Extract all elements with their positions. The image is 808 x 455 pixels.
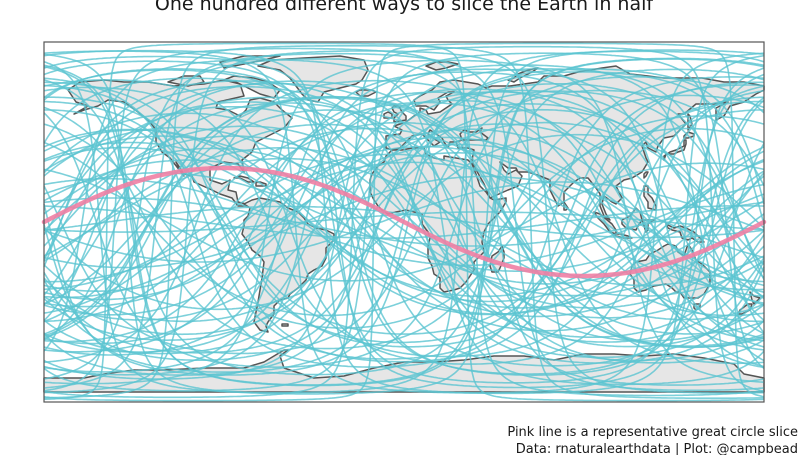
great-circle-line <box>43 94 765 350</box>
great-circle-line <box>43 68 765 376</box>
caption-credits: Data: rnaturalearthdata | Plot: @campbea… <box>515 442 798 455</box>
great-circle-line <box>43 91 765 353</box>
great-circle-line <box>43 89 765 355</box>
map-frame <box>43 41 765 403</box>
great-circle-line <box>43 101 765 343</box>
great-circle-line <box>43 45 765 399</box>
great-circle-line <box>43 133 765 311</box>
great-circle-line <box>43 123 765 321</box>
plot-title: One hundred different ways to slice the … <box>154 0 654 15</box>
great-circle-line <box>43 49 765 395</box>
great-circle-line <box>43 112 765 332</box>
great-circle-line <box>43 76 765 368</box>
great-circle-line <box>43 128 765 316</box>
great-circle-line <box>43 157 765 287</box>
highlight-circle-layer <box>41 165 767 279</box>
great-circle-line <box>43 146 765 298</box>
great-circle-line <box>43 50 765 394</box>
land-taiwan <box>643 171 649 179</box>
great-circle-line <box>43 121 764 323</box>
great-circle-line <box>43 68 765 376</box>
great-circle-line <box>43 55 765 389</box>
great-circle-line <box>43 159 765 285</box>
great-circle-line <box>43 68 765 376</box>
great-circle-line <box>43 162 765 282</box>
great-circle-line <box>43 42 765 402</box>
great-circle-line <box>43 126 765 318</box>
great-circle-line <box>43 42 765 402</box>
great-circle-line <box>43 102 765 342</box>
great-circle-line <box>43 50 765 394</box>
great-circle-line <box>43 64 765 380</box>
great-circle-line <box>43 141 765 303</box>
great-circle-line <box>43 147 765 297</box>
great-circle-line <box>43 50 765 394</box>
great-circle-line <box>43 152 765 292</box>
great-circle-line <box>43 205 765 239</box>
great-circle-line <box>44 81 764 363</box>
great-circles-layer <box>43 42 765 402</box>
highlight-great-circle <box>41 165 767 279</box>
great-circle-line <box>43 68 765 376</box>
great-circle-line <box>43 91 765 353</box>
great-circle-line <box>43 177 765 267</box>
great-circle-line <box>43 57 765 387</box>
great-circle-line <box>43 86 765 358</box>
great-circle-line <box>44 161 765 283</box>
caption-note: Pink line is a representative great circ… <box>507 425 798 440</box>
great-circle-line <box>43 60 765 384</box>
great-circle-line <box>43 115 765 329</box>
great-circle-line <box>43 58 765 386</box>
great-circle-line <box>43 127 765 317</box>
land-falklands <box>281 323 289 327</box>
great-circle-line <box>43 79 765 365</box>
great-circle-line <box>43 127 765 317</box>
great-circle-line <box>43 99 765 345</box>
great-circle-line <box>43 96 765 348</box>
great-circle-line <box>43 95 765 349</box>
great-circle-line <box>43 136 765 308</box>
great-circle-line <box>43 69 765 375</box>
